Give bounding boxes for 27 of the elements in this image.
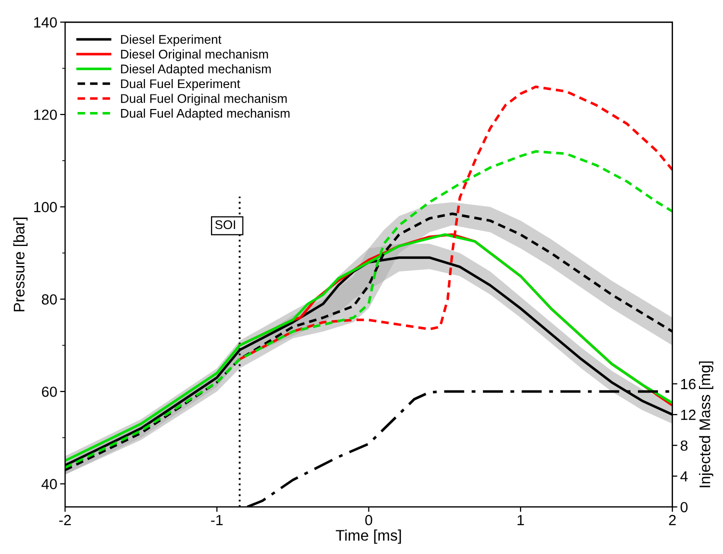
legend-label: Dual Fuel Original mechanism	[121, 94, 287, 106]
y2-tick-label: 12	[681, 410, 696, 420]
x-tick-label: -1	[211, 515, 223, 526]
y-tick-label: 140	[34, 17, 57, 28]
x-tick-label: 1	[518, 515, 524, 526]
y-tick-label: 80	[42, 294, 57, 305]
x-tick-label: 0	[365, 514, 372, 526]
y-axis-title: Pressure [bar]	[13, 218, 28, 312]
x-axis-title: Time [ms]	[336, 530, 401, 544]
y-tick-label: 100	[34, 202, 57, 212]
y2-axis-title: Injected Mass [mg]	[699, 361, 714, 488]
y-tick-label: 120	[34, 110, 57, 120]
legend-label: Diesel Adapted mechanism	[121, 64, 271, 76]
y2-tick-label: 16	[681, 378, 696, 390]
y-tick-label: 40	[42, 478, 57, 490]
y2-tick-label: 8	[680, 440, 688, 451]
x-tick-label: 2	[669, 514, 676, 526]
line-series	[65, 150, 672, 469]
legend-label: Diesel Original mechanism	[121, 49, 268, 62]
legend-label: Dual Fuel Experiment	[121, 78, 240, 91]
y2-tick-label: 4	[680, 471, 688, 482]
y2-tick-label: 0	[680, 502, 688, 512]
legend-label: Diesel Experiment	[121, 34, 222, 46]
x-tick-label: -2	[59, 514, 71, 526]
legend-label: Dual Fuel Adapted mechanism	[121, 108, 290, 120]
y-tick-label: 60	[42, 386, 57, 397]
ref-line-label: SOI	[215, 220, 236, 230]
